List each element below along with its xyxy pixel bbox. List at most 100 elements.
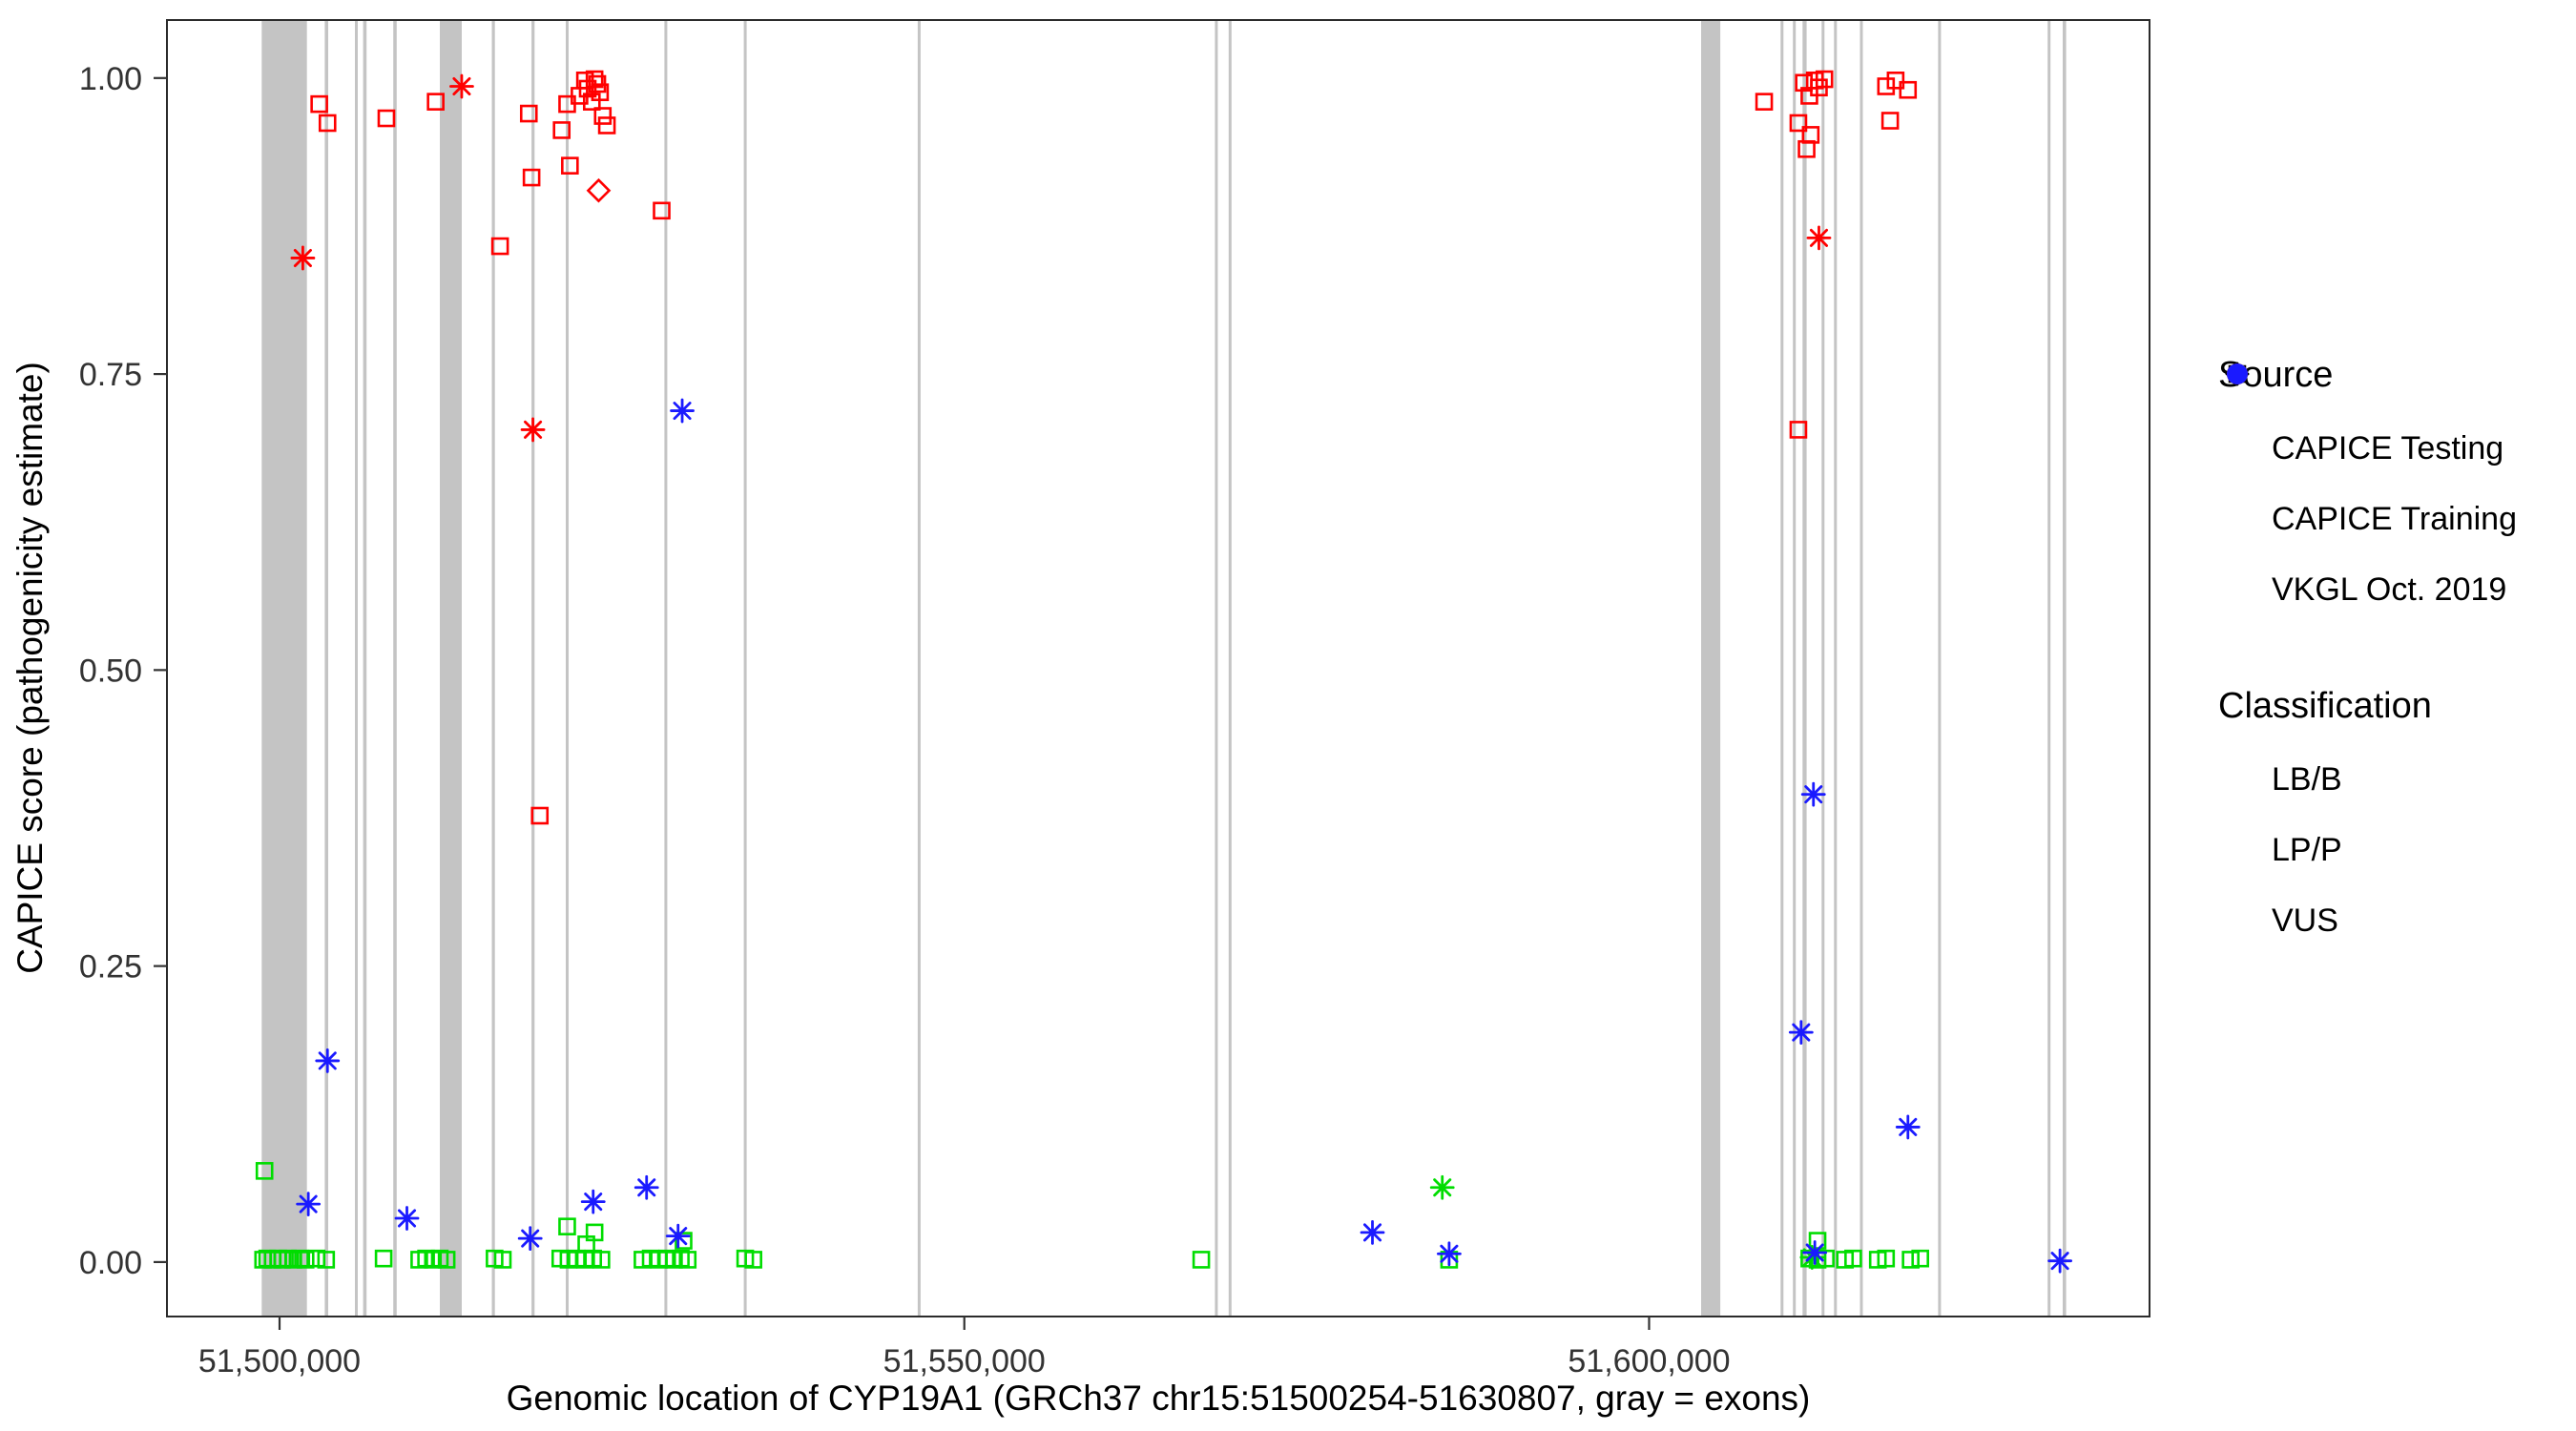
legend-item-capice-testing: CAPICE Testing [2218, 362, 2517, 484]
data-point-square [377, 109, 396, 128]
data-point-square [585, 1223, 604, 1242]
y-tick-label: 0.00 [79, 1245, 142, 1281]
exon-bar [531, 21, 535, 1316]
data-point-asterisk [1788, 1020, 1814, 1046]
exon-bar [2047, 21, 2051, 1316]
exon-bar [566, 21, 569, 1316]
data-point-square [744, 1251, 762, 1269]
y-tick-label: 0.75 [79, 357, 142, 393]
x-tick-label: 51,500,000 [198, 1343, 361, 1379]
data-point-square [255, 1162, 274, 1180]
data-point-square [1886, 71, 1905, 90]
exon-bar [393, 21, 397, 1316]
data-point-square [585, 70, 604, 89]
exon-bar [1821, 21, 1825, 1316]
data-point-square [296, 1251, 315, 1269]
legend-label: LP/P [2272, 831, 2342, 868]
data-point-asterisk [315, 1048, 341, 1073]
data-point-square [437, 1251, 456, 1269]
y-axis-title: CAPICE score (pathogenicity estimate) [10, 362, 50, 974]
exon-bar [664, 21, 668, 1316]
legend-item-vus: VUS [2218, 363, 2517, 956]
exon-bar [2063, 21, 2067, 1316]
data-point-square [426, 93, 445, 111]
data-point-square [307, 1249, 326, 1268]
asterisk-icon [2218, 362, 2256, 609]
y-tick-label: 0.25 [79, 949, 142, 985]
data-point-square [310, 94, 328, 114]
exon-bar [1834, 21, 1838, 1316]
data-point-asterisk [670, 398, 695, 424]
legend-label: VKGL Oct. 2019 [2272, 570, 2507, 608]
data-point-square [1911, 1249, 1930, 1268]
exon-bar [1802, 21, 1807, 1316]
data-point-diamond [586, 177, 612, 203]
data-point-square [1844, 1249, 1862, 1268]
axes: 51,500,000 51,550,000 51,600,000 0.00 0.25 0.… [79, 61, 1731, 1379]
data-point-square [530, 806, 550, 825]
legend-item-lpp: LP/P [2218, 363, 2517, 885]
data-point-square [1901, 1251, 1920, 1269]
exon-bar [1780, 21, 1784, 1316]
data-point-asterisk [2047, 1248, 2073, 1274]
data-point-square [1789, 114, 1808, 133]
data-point-asterisk [1806, 225, 1832, 251]
data-point-asterisk [290, 245, 316, 271]
data-point-square [1815, 70, 1834, 89]
data-point-square [1877, 77, 1896, 95]
x-tick-label: 51,550,000 [883, 1343, 1046, 1379]
data-point-square [558, 1217, 576, 1235]
data-points [254, 70, 2073, 1274]
data-point-asterisk [1360, 1219, 1385, 1245]
plot-panel-border [166, 19, 2150, 1317]
green-dot-icon [2218, 363, 2256, 798]
data-point-square [552, 121, 571, 139]
legend: Source CAPICE Testing CAPICE Training [2218, 355, 2517, 956]
red-dot-icon [2218, 363, 2256, 869]
data-point-asterisk [580, 1189, 606, 1214]
square-icon [2218, 364, 2256, 538]
data-point-square [1192, 1251, 1211, 1269]
x-axis-title: Genomic location of CYP19A1 (GRCh37 chr1… [507, 1379, 1811, 1418]
data-point-square [1877, 1249, 1896, 1268]
data-point-square [591, 83, 610, 102]
exon-bar [355, 21, 358, 1316]
legend-source-title: Source [2218, 355, 2334, 395]
exon-bar [363, 21, 367, 1316]
exon-bar [440, 21, 462, 1316]
blue-dot-icon [2218, 363, 2256, 940]
x-tick-label: 51,600,000 [1568, 1343, 1730, 1379]
exon-bar [743, 21, 747, 1316]
data-point-asterisk [394, 1206, 420, 1231]
exon-bars [261, 21, 2067, 1316]
data-point-square [519, 104, 538, 123]
data-point-square [593, 107, 613, 125]
legend-label: LB/B [2272, 760, 2342, 798]
exon-bar [1701, 21, 1721, 1316]
data-point-asterisk [449, 73, 474, 99]
data-point-square [374, 1249, 393, 1268]
data-point-square [490, 237, 509, 256]
legend-item-capice-training: CAPICE Training [2218, 364, 2517, 554]
data-point-square [1899, 80, 1918, 99]
data-point-asterisk [665, 1223, 691, 1249]
data-point-square [678, 1251, 697, 1269]
data-point-asterisk [1437, 1241, 1462, 1267]
legend-item-lbb: LB/B [2218, 363, 2517, 815]
exon-bar [491, 21, 495, 1316]
legend-label: CAPICE Training [2272, 500, 2517, 537]
legend-classification-title: Classification [2218, 686, 2432, 726]
data-point-square [561, 156, 579, 175]
exon-bar [1793, 21, 1797, 1316]
data-point-square [317, 1251, 336, 1269]
exon-bar [917, 21, 921, 1316]
data-point-square [1801, 126, 1820, 144]
exon-bar [324, 21, 328, 1316]
data-point-square [318, 114, 337, 133]
legend-item-vkgl: VKGL Oct. 2019 [2218, 362, 2517, 625]
legend-source-block: Source CAPICE Testing CAPICE Training [2218, 355, 2517, 625]
legend-label: VUS [2272, 902, 2338, 939]
y-tick-label: 1.00 [79, 61, 142, 97]
